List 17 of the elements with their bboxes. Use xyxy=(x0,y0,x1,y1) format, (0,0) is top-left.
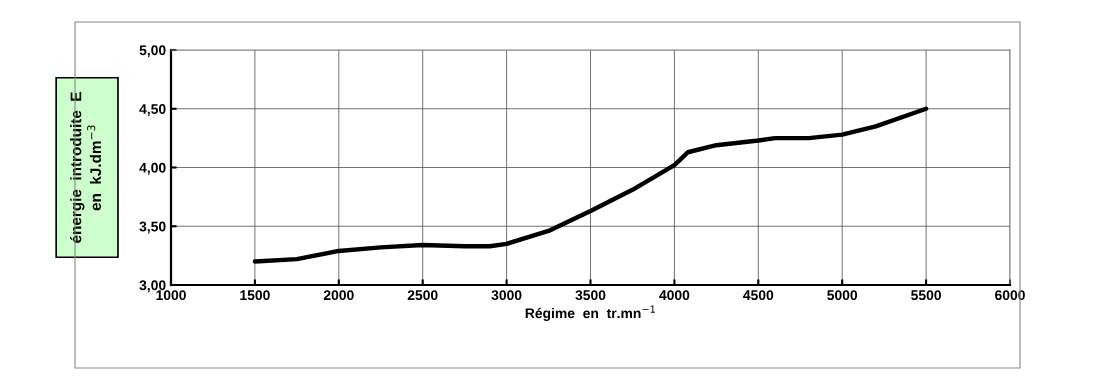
x-tick-label: 4500 xyxy=(743,290,774,301)
x-tick-label: 4000 xyxy=(659,290,690,301)
x-tick-label: 1500 xyxy=(240,290,270,301)
y-tick-label: 4,50 xyxy=(139,104,166,116)
line-series xyxy=(252,106,929,264)
x-tick-label: 5500 xyxy=(911,290,941,301)
x-tick-label: 6000 xyxy=(995,290,1025,301)
x-tick-label: 3500 xyxy=(575,290,606,301)
x-tick-label: 2000 xyxy=(323,290,354,301)
y-axis-title: énergie introduite E en kJ.dm$^{−3}$ xyxy=(69,92,102,243)
x-tick-label: 2500 xyxy=(407,290,438,301)
y-tick-label: 4,00 xyxy=(139,162,166,175)
x-tick-label: 5000 xyxy=(827,290,858,301)
y-tick-label: 5,00 xyxy=(139,45,166,58)
x-axis-title: Régime en tr.mn$^{−1}$ xyxy=(525,305,655,321)
x-tick-label: 3000 xyxy=(491,290,522,301)
y-tick-label: 3,50 xyxy=(139,221,166,234)
